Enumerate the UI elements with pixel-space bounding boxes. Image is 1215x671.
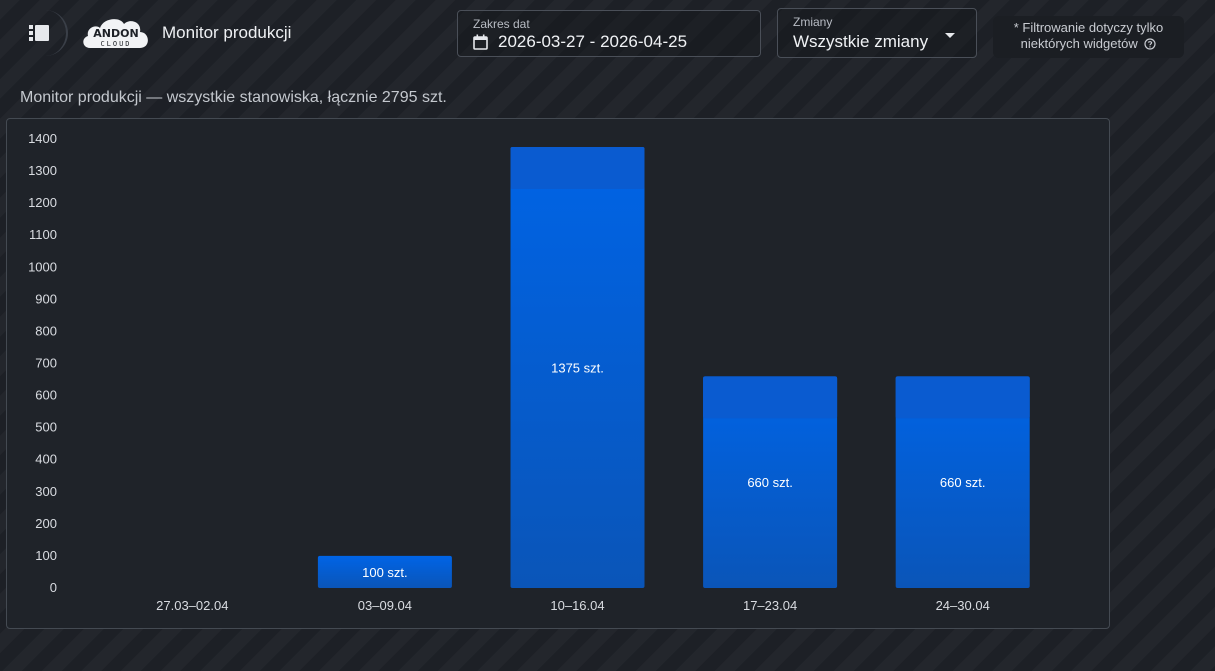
production-chart-panel: 0 100 200 300 400 500 600 700 800 900 1000 1100 1200… [6,118,1110,629]
bars-group: 100 szt. 1375 szt. 660 szt. 660 szt. [317,147,1030,588]
logo-text-top: ANDON [93,27,138,40]
bar-1[interactable] [317,555,452,588]
y-tick-label: 1100 [29,227,57,242]
y-tick-label: 400 [35,452,57,467]
x-tick-label: 17–23.04 [743,598,797,613]
y-tick-label: 500 [35,420,57,435]
y-tick-label: 1400 [28,131,57,146]
x-tick-label: 03–09.04 [358,598,412,613]
y-tick-label: 0 [50,580,57,595]
x-axis: 27.03–02.04 03–09.04 10–16.04 17–23.04 24–30… [156,598,990,613]
x-tick-label: 27.03–02.04 [156,598,228,613]
filter-note-line2: niektórych widgetów [1020,36,1138,51]
bar-cap-4 [895,376,1030,419]
bar-2[interactable] [510,147,645,588]
calendar-icon [473,34,488,50]
logo-text-bottom: CLOUD [100,40,131,48]
help-circle-icon[interactable] [1144,38,1156,50]
shifts-value: Wszystkie zmiany [793,32,929,51]
y-tick-label: 900 [35,291,57,306]
y-axis: 0 100 200 300 400 500 600 700 800 900 1000 1100 1200… [28,131,57,595]
top-bar: ANDON CLOUD Monitor produkcji Zakres dat… [0,0,1215,70]
bar-value-label: 660 szt. [940,475,986,490]
x-tick-label: 10–16.04 [550,598,604,613]
y-tick-label: 1300 [28,163,57,178]
caret-down-icon [945,33,955,38]
y-tick-label: 600 [35,388,57,403]
list-menu-icon [29,25,49,41]
y-tick-label: 700 [35,356,57,371]
bar-value-label: 1375 szt. [551,361,604,376]
filter-note-line1: * Filtrowanie dotyczy tylko [1013,20,1164,35]
shifts-select[interactable]: Zmiany Wszystkie zmiany [777,8,977,58]
app-title: Monitor produkcji [162,23,292,42]
bar-3[interactable] [703,376,838,588]
filter-note-line2-wrap: niektórych widgetów [993,36,1184,52]
production-bar-chart: 0 100 200 300 400 500 600 700 800 900 1000 1100 1200… [28,131,1030,613]
y-tick-label: 300 [35,484,57,499]
date-range-field[interactable]: Zakres dat 2026-03-27 - 2026-04-25 [457,10,761,57]
bar-4[interactable] [895,376,1030,588]
andon-cloud-logo[interactable]: ANDON CLOUD [80,10,152,54]
y-tick-label: 800 [35,323,57,338]
date-range-value: 2026-03-27 - 2026-04-25 [498,32,688,51]
filter-note: * Filtrowanie dotyczy tylko niektórych w… [993,16,1184,58]
y-tick-label: 100 [35,548,57,563]
bar-cap-2 [510,147,645,190]
widget-title: Monitor produkcji — wszystkie stanowiska… [20,89,447,106]
y-tick-label: 200 [35,516,57,531]
bar-cap-3 [703,376,838,419]
y-tick-label: 1000 [28,259,57,274]
x-tick-label: 24–30.04 [936,598,990,613]
bar-value-label: 100 szt. [362,565,408,580]
shifts-label: Zmiany [793,15,833,29]
sidebar-toggle-button[interactable] [12,10,68,56]
bar-value-label: 660 szt. [747,475,793,490]
y-tick-label: 1200 [28,195,57,210]
date-range-label: Zakres dat [473,17,530,31]
